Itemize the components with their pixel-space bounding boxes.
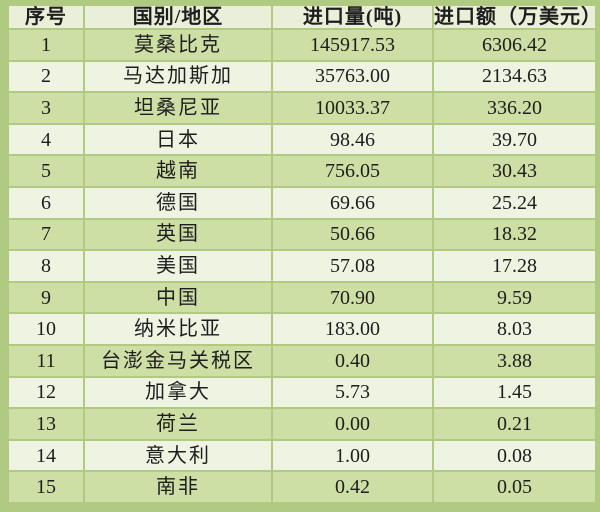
col-header-index: 序号 xyxy=(7,4,85,30)
cell-country: 越南 xyxy=(83,154,273,188)
table-row: 14 意大利 1.00 0.08 xyxy=(7,438,597,473)
cell-volume: 5.73 xyxy=(271,375,434,410)
cell-value: 336.20 xyxy=(432,91,597,125)
table-row: 3 坦桑尼亚 10033.37 336.20 xyxy=(7,91,597,125)
cell-country: 荷兰 xyxy=(83,407,273,441)
cell-country: 意大利 xyxy=(83,438,273,473)
cell-volume: 50.66 xyxy=(271,217,434,252)
table-row: 10 纳米比亚 183.00 8.03 xyxy=(7,312,597,346)
table-row: 5 越南 756.05 30.43 xyxy=(7,154,597,188)
col-header-value: 进口额（万美元） xyxy=(432,4,597,30)
cell-volume: 10033.37 xyxy=(271,91,434,125)
cell-volume: 70.90 xyxy=(271,280,434,315)
cell-country: 莫桑比克 xyxy=(83,28,273,62)
cell-volume: 183.00 xyxy=(271,312,434,346)
cell-index: 8 xyxy=(7,249,85,283)
cell-volume: 0.40 xyxy=(271,343,434,378)
cell-country: 日本 xyxy=(83,122,273,157)
table-row: 9 中国 70.90 9.59 xyxy=(7,280,597,315)
cell-index: 12 xyxy=(7,375,85,410)
table-row: 4 日本 98.46 39.70 xyxy=(7,122,597,157)
table-row: 11 台澎金马关税区 0.40 3.88 xyxy=(7,343,597,378)
cell-value: 39.70 xyxy=(432,122,597,157)
cell-volume: 756.05 xyxy=(271,154,434,188)
col-header-volume: 进口量(吨) xyxy=(271,4,434,30)
header-row: 序号 国别/地区 进口量(吨) 进口额（万美元） xyxy=(7,4,597,30)
cell-index: 9 xyxy=(7,280,85,315)
cell-index: 6 xyxy=(7,185,85,220)
cell-index: 1 xyxy=(7,28,85,62)
cell-volume: 0.00 xyxy=(271,407,434,441)
cell-index: 14 xyxy=(7,438,85,473)
table-row: 6 德国 69.66 25.24 xyxy=(7,185,597,220)
cell-value: 3.88 xyxy=(432,343,597,378)
cell-index: 15 xyxy=(7,470,85,504)
cell-index: 4 xyxy=(7,122,85,157)
cell-value: 0.21 xyxy=(432,407,597,441)
import-table: 序号 国别/地区 进口量(吨) 进口额（万美元） 1 莫桑比克 145917.5… xyxy=(7,4,597,504)
table-row: 1 莫桑比克 145917.53 6306.42 xyxy=(7,28,597,62)
cell-volume: 98.46 xyxy=(271,122,434,157)
table-row: 12 加拿大 5.73 1.45 xyxy=(7,375,597,410)
cell-value: 9.59 xyxy=(432,280,597,315)
cell-country: 台澎金马关税区 xyxy=(83,343,273,378)
cell-index: 7 xyxy=(7,217,85,252)
cell-volume: 57.08 xyxy=(271,249,434,283)
table-row: 2 马达加斯加 35763.00 2134.63 xyxy=(7,59,597,94)
col-header-country: 国别/地区 xyxy=(83,4,273,30)
cell-value: 8.03 xyxy=(432,312,597,346)
cell-value: 17.28 xyxy=(432,249,597,283)
table-row: 15 南非 0.42 0.05 xyxy=(7,470,597,504)
cell-index: 5 xyxy=(7,154,85,188)
cell-index: 3 xyxy=(7,91,85,125)
cell-value: 25.24 xyxy=(432,185,597,220)
cell-value: 1.45 xyxy=(432,375,597,410)
cell-country: 中国 xyxy=(83,280,273,315)
cell-country: 美国 xyxy=(83,249,273,283)
cell-index: 13 xyxy=(7,407,85,441)
cell-volume: 1.00 xyxy=(271,438,434,473)
cell-country: 加拿大 xyxy=(83,375,273,410)
cell-value: 6306.42 xyxy=(432,28,597,62)
cell-volume: 69.66 xyxy=(271,185,434,220)
cell-country: 德国 xyxy=(83,185,273,220)
cell-country: 坦桑尼亚 xyxy=(83,91,273,125)
cell-index: 2 xyxy=(7,59,85,94)
table-row: 8 美国 57.08 17.28 xyxy=(7,249,597,283)
cell-value: 2134.63 xyxy=(432,59,597,94)
cell-index: 11 xyxy=(7,343,85,378)
cell-value: 18.32 xyxy=(432,217,597,252)
cell-country: 英国 xyxy=(83,217,273,252)
table-row: 7 英国 50.66 18.32 xyxy=(7,217,597,252)
cell-value: 0.08 xyxy=(432,438,597,473)
table-body: 1 莫桑比克 145917.53 6306.42 2 马达加斯加 35763.0… xyxy=(7,28,597,504)
cell-country: 南非 xyxy=(83,470,273,504)
cell-value: 30.43 xyxy=(432,154,597,188)
cell-volume: 35763.00 xyxy=(271,59,434,94)
cell-volume: 0.42 xyxy=(271,470,434,504)
cell-value: 0.05 xyxy=(432,470,597,504)
cell-country: 马达加斯加 xyxy=(83,59,273,94)
cell-country: 纳米比亚 xyxy=(83,312,273,346)
cell-index: 10 xyxy=(7,312,85,346)
cell-volume: 145917.53 xyxy=(271,28,434,62)
table-row: 13 荷兰 0.00 0.21 xyxy=(7,407,597,441)
